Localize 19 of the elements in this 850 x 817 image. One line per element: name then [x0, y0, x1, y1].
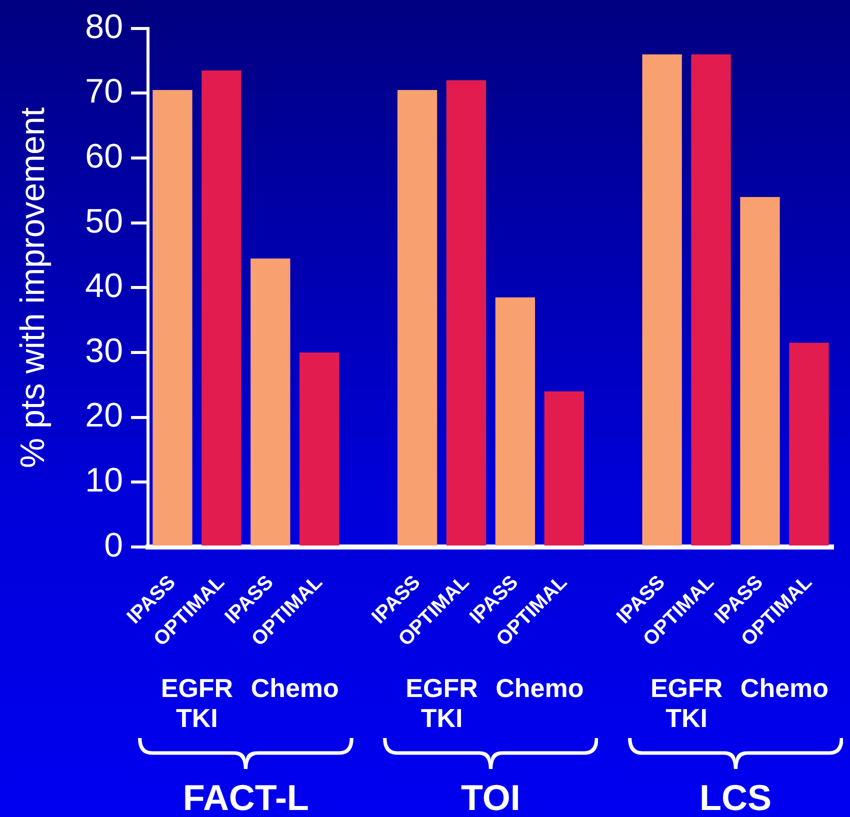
text: LCS [700, 776, 772, 817]
text: TOI [461, 776, 520, 817]
y-tick-label: 40 [85, 267, 123, 306]
text: Chemo [740, 673, 829, 704]
y-tick-label: 30 [85, 332, 123, 370]
y-tick-label: 80 [85, 8, 123, 46]
y-tick-label: 60 [85, 137, 123, 176]
y-tick-label: 50 [85, 202, 123, 240]
y-tick-label: 10 [85, 462, 123, 500]
text: Chemo [250, 673, 339, 704]
y-tick-label: 20 [85, 396, 123, 435]
y-tick-label: 0 [104, 526, 123, 564]
y-tick-label: 70 [85, 72, 123, 111]
text: EGFR TKI [406, 673, 478, 734]
y-axis-title: % pts with improvement [14, 106, 52, 468]
text: EGFR TKI [160, 673, 234, 734]
text: Chemo [496, 673, 584, 704]
text: FACT-L [182, 776, 309, 817]
text: EGFR TKI [650, 673, 723, 734]
